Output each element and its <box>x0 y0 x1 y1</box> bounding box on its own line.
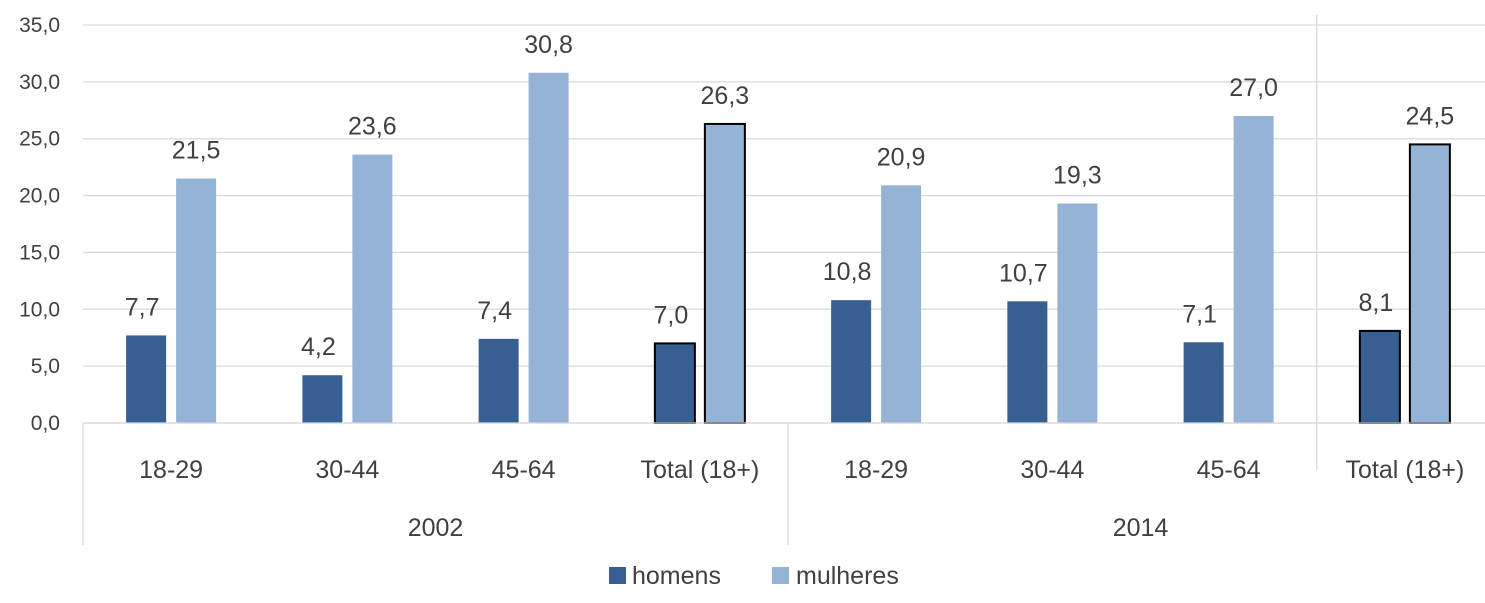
bar-mulheres <box>176 178 217 423</box>
bar-mulheres <box>703 122 746 424</box>
y-axis-ticks: 0,0 5,0 10,0 15,0 20,0 25,0 30,0 35,0 <box>19 14 60 435</box>
gridlines <box>83 24 1485 424</box>
bar-homens <box>126 335 167 423</box>
legend-swatch-mulheres <box>772 567 789 584</box>
y-tick-label: 10,0 <box>19 298 60 321</box>
x-tick-label: Total (18+) <box>1345 456 1464 484</box>
data-label: 7,7 <box>125 293 160 321</box>
bar-homens <box>478 338 519 423</box>
bar-homens <box>831 300 872 423</box>
bar-mulheres <box>1233 115 1274 423</box>
data-label: 26,3 <box>701 82 750 110</box>
legend-swatch-homens <box>609 567 626 584</box>
data-label: 19,3 <box>1053 162 1102 190</box>
data-labels: 7,7 21,5 4,2 23,6 7,4 30,8 7,0 26,3 10,8 20,9 10,7… <box>125 31 1454 361</box>
bars <box>126 72 1451 424</box>
x-tick-label: 18-29 <box>844 456 908 484</box>
y-tick-label: 5,0 <box>31 355 60 378</box>
group-label: 2014 <box>1113 514 1169 542</box>
y-tick-label: 20,0 <box>19 185 60 208</box>
x-tick-label: 45-64 <box>492 456 556 484</box>
bar-homens <box>302 375 343 423</box>
data-label: 20,9 <box>877 143 926 171</box>
data-label: 21,5 <box>172 137 221 165</box>
data-label: 7,0 <box>653 301 688 329</box>
bar-homens <box>1358 329 1401 424</box>
bar-homens <box>1183 342 1224 423</box>
data-label: 10,7 <box>999 259 1048 287</box>
x-tick-label: 45-64 <box>1197 456 1261 484</box>
x-tick-label: 30-44 <box>1020 456 1084 484</box>
data-label: 7,1 <box>1182 300 1217 328</box>
bar-mulheres <box>1408 143 1451 424</box>
y-tick-label: 35,0 <box>19 14 60 37</box>
data-label: 4,2 <box>301 333 336 361</box>
x-tick-label: 30-44 <box>315 456 379 484</box>
data-label: 8,1 <box>1358 289 1393 317</box>
x-tick-label: 18-29 <box>139 456 203 484</box>
data-label: 27,0 <box>1229 74 1278 102</box>
legend: homens mulheres <box>609 562 899 590</box>
group-label: 2002 <box>408 514 464 542</box>
data-label: 7,4 <box>477 297 512 325</box>
y-tick-label: 15,0 <box>19 241 60 264</box>
bar-mulheres <box>881 185 922 423</box>
legend-label-homens: homens <box>632 562 721 590</box>
data-label: 24,5 <box>1406 102 1455 130</box>
x-tick-label: Total (18+) <box>640 456 759 484</box>
data-label: 30,8 <box>524 31 573 59</box>
bar-mulheres <box>352 154 393 424</box>
bar-mulheres <box>528 72 569 423</box>
data-label: 23,6 <box>348 113 397 141</box>
bar-mulheres <box>1057 203 1098 423</box>
bar-homens <box>653 342 696 424</box>
bar-homens <box>1007 301 1048 423</box>
x-axis: 18-29 30-44 45-64 Total (18+) 18-29 30-44 45-6… <box>82 15 1485 545</box>
legend-label-mulheres: mulheres <box>796 562 899 590</box>
data-label: 10,8 <box>823 258 872 286</box>
y-tick-label: 30,0 <box>19 71 60 94</box>
y-tick-label: 0,0 <box>31 412 60 435</box>
y-tick-label: 25,0 <box>19 128 60 151</box>
